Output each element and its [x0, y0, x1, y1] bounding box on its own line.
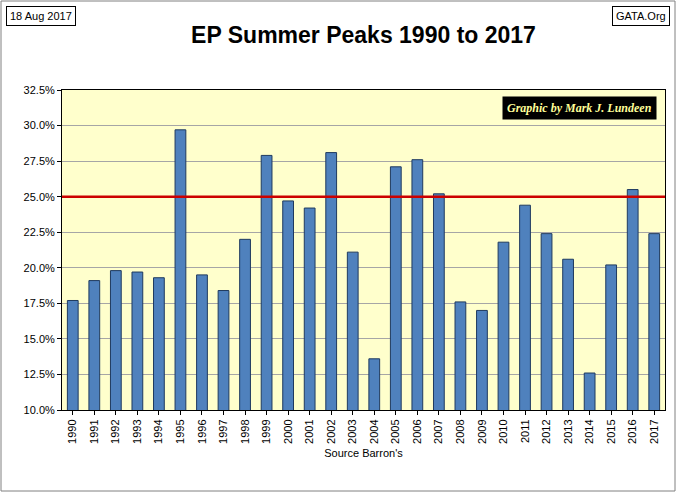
- svg-text:2009: 2009: [476, 419, 488, 443]
- svg-text:EP Summer Peaks 1990 to 2017: EP Summer Peaks 1990 to 2017: [191, 22, 536, 48]
- svg-text:Source Barron's: Source Barron's: [324, 447, 403, 459]
- svg-text:2016: 2016: [626, 419, 638, 443]
- svg-text:2015: 2015: [605, 419, 617, 443]
- svg-text:2013: 2013: [562, 419, 574, 443]
- svg-text:2008: 2008: [454, 419, 466, 443]
- svg-text:2003: 2003: [346, 419, 358, 443]
- svg-text:2004: 2004: [368, 419, 380, 443]
- svg-text:18 Aug 2017: 18 Aug 2017: [10, 10, 72, 22]
- svg-text:1994: 1994: [152, 419, 164, 443]
- svg-text:Graphic by Mark J. Lundeen: Graphic by Mark J. Lundeen: [507, 101, 652, 115]
- svg-text:12.5%: 12.5%: [24, 368, 55, 380]
- svg-text:1995: 1995: [174, 419, 186, 443]
- svg-text:2002: 2002: [325, 419, 337, 443]
- svg-text:32.5%: 32.5%: [24, 84, 55, 96]
- svg-text:27.5%: 27.5%: [24, 155, 55, 167]
- svg-text:1997: 1997: [217, 419, 229, 443]
- svg-text:GATA.Org: GATA.Org: [616, 10, 666, 22]
- svg-text:2001: 2001: [303, 419, 315, 443]
- svg-text:2011: 2011: [519, 419, 531, 443]
- svg-text:2006: 2006: [411, 419, 423, 443]
- svg-text:2000: 2000: [282, 419, 294, 443]
- svg-text:22.5%: 22.5%: [24, 226, 55, 238]
- svg-text:1996: 1996: [196, 419, 208, 443]
- svg-text:10.0%: 10.0%: [24, 404, 55, 416]
- svg-text:1990: 1990: [66, 419, 78, 443]
- svg-text:1999: 1999: [260, 419, 272, 443]
- svg-text:1993: 1993: [131, 419, 143, 443]
- svg-text:20.0%: 20.0%: [24, 262, 55, 274]
- svg-text:25.0%: 25.0%: [24, 191, 55, 203]
- svg-text:17.5%: 17.5%: [24, 297, 55, 309]
- svg-text:2017: 2017: [648, 419, 660, 443]
- svg-text:2014: 2014: [583, 419, 595, 443]
- svg-text:1992: 1992: [109, 419, 121, 443]
- svg-text:2012: 2012: [540, 419, 552, 443]
- svg-text:30.0%: 30.0%: [24, 119, 55, 131]
- svg-text:1998: 1998: [239, 419, 251, 443]
- svg-text:2005: 2005: [389, 419, 401, 443]
- svg-text:2010: 2010: [497, 419, 509, 443]
- svg-text:15.0%: 15.0%: [24, 333, 55, 345]
- svg-text:2007: 2007: [432, 419, 444, 443]
- svg-text:1991: 1991: [88, 419, 100, 443]
